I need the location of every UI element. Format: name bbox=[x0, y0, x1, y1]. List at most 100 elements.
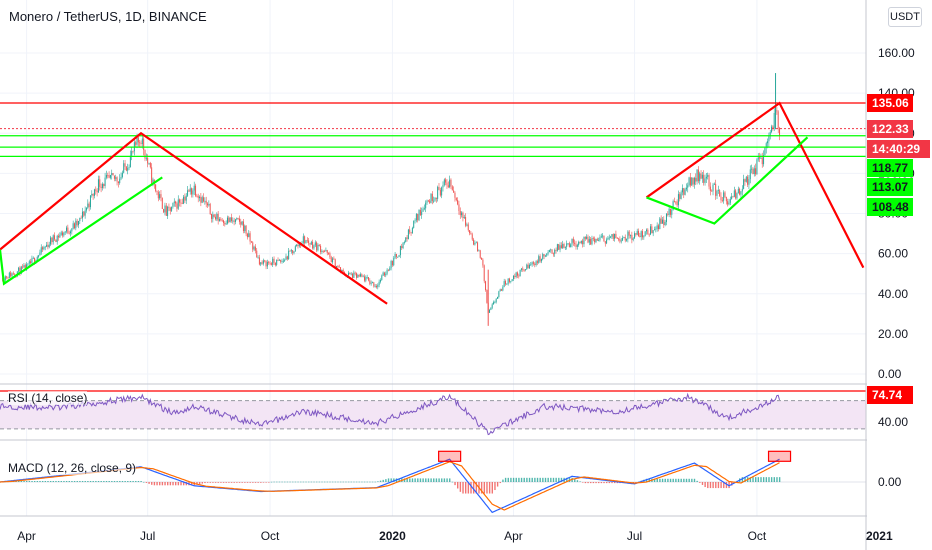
candle[interactable] bbox=[471, 234, 473, 240]
candle[interactable] bbox=[724, 192, 726, 197]
candle[interactable] bbox=[519, 269, 521, 277]
candle[interactable] bbox=[367, 277, 369, 281]
candle[interactable] bbox=[77, 220, 79, 226]
candle[interactable] bbox=[249, 233, 251, 242]
candle[interactable] bbox=[350, 273, 352, 275]
candle[interactable] bbox=[656, 225, 658, 229]
candle[interactable] bbox=[172, 202, 174, 207]
candle[interactable] bbox=[91, 193, 93, 196]
candle[interactable] bbox=[479, 250, 481, 258]
candle[interactable] bbox=[757, 157, 759, 160]
candle[interactable] bbox=[652, 230, 654, 234]
candle[interactable] bbox=[628, 231, 630, 236]
candle[interactable] bbox=[391, 261, 393, 266]
candle[interactable] bbox=[490, 307, 492, 310]
candle[interactable] bbox=[192, 190, 194, 195]
candle[interactable] bbox=[494, 302, 496, 303]
price-label-tag[interactable] bbox=[867, 198, 913, 216]
candle[interactable] bbox=[225, 223, 227, 225]
candle[interactable] bbox=[453, 190, 455, 193]
candle[interactable] bbox=[83, 211, 85, 216]
candle[interactable] bbox=[48, 244, 50, 248]
candle[interactable] bbox=[184, 196, 186, 201]
candle[interactable] bbox=[51, 237, 53, 243]
candle[interactable] bbox=[638, 230, 640, 236]
candle[interactable] bbox=[30, 261, 32, 264]
candle[interactable] bbox=[241, 221, 243, 225]
candle[interactable] bbox=[646, 229, 648, 232]
candle[interactable] bbox=[411, 227, 413, 234]
rsi-value-tag[interactable] bbox=[867, 386, 913, 404]
candle[interactable] bbox=[293, 251, 295, 254]
candle[interactable] bbox=[290, 250, 292, 252]
candle[interactable] bbox=[675, 201, 677, 203]
candle[interactable] bbox=[564, 246, 566, 248]
candle[interactable] bbox=[84, 210, 86, 216]
candle[interactable] bbox=[590, 239, 592, 245]
candle[interactable] bbox=[474, 242, 476, 245]
candle[interactable] bbox=[465, 217, 467, 226]
candle[interactable] bbox=[68, 232, 70, 234]
candle[interactable] bbox=[196, 195, 198, 197]
candle[interactable] bbox=[576, 245, 578, 247]
candle[interactable] bbox=[203, 197, 205, 202]
candle[interactable] bbox=[526, 264, 528, 270]
candle[interactable] bbox=[684, 189, 686, 195]
candle[interactable] bbox=[97, 179, 99, 193]
candle[interactable] bbox=[333, 258, 335, 260]
candle[interactable] bbox=[44, 246, 46, 248]
candle[interactable] bbox=[224, 222, 226, 225]
candle[interactable] bbox=[463, 217, 465, 219]
candle[interactable] bbox=[22, 266, 24, 268]
candle[interactable] bbox=[19, 267, 21, 274]
candle[interactable] bbox=[285, 256, 287, 261]
candle[interactable] bbox=[665, 213, 667, 223]
candle[interactable] bbox=[586, 236, 588, 239]
candle[interactable] bbox=[145, 157, 147, 159]
price-label-tag[interactable] bbox=[867, 178, 913, 196]
candle[interactable] bbox=[508, 278, 510, 282]
candle[interactable] bbox=[454, 192, 456, 198]
candle[interactable] bbox=[232, 220, 234, 222]
candle[interactable] bbox=[470, 233, 472, 235]
candle[interactable] bbox=[246, 233, 248, 238]
candle[interactable] bbox=[603, 235, 605, 242]
candle[interactable] bbox=[567, 243, 569, 245]
candle[interactable] bbox=[720, 196, 722, 201]
candle[interactable] bbox=[413, 220, 415, 228]
candle[interactable] bbox=[87, 203, 89, 208]
candle[interactable] bbox=[531, 262, 533, 265]
candle[interactable] bbox=[289, 250, 291, 252]
candle[interactable] bbox=[741, 188, 743, 192]
candle[interactable] bbox=[135, 142, 137, 145]
candle[interactable] bbox=[67, 227, 69, 233]
candle[interactable] bbox=[24, 265, 26, 271]
candle[interactable] bbox=[39, 252, 41, 256]
candle[interactable] bbox=[139, 142, 141, 144]
candle[interactable] bbox=[132, 151, 134, 153]
candle[interactable] bbox=[226, 217, 228, 224]
candle[interactable] bbox=[572, 238, 574, 243]
candle[interactable] bbox=[512, 275, 514, 280]
candle[interactable] bbox=[175, 201, 177, 204]
candle[interactable] bbox=[193, 185, 195, 191]
candle[interactable] bbox=[242, 221, 244, 232]
candle[interactable] bbox=[520, 268, 522, 270]
candle[interactable] bbox=[632, 238, 634, 240]
candle[interactable] bbox=[328, 253, 330, 254]
candle[interactable] bbox=[497, 296, 499, 299]
candle[interactable] bbox=[548, 250, 550, 253]
candle[interactable] bbox=[99, 179, 101, 187]
candle[interactable] bbox=[708, 175, 710, 187]
candle[interactable] bbox=[405, 237, 407, 243]
candle[interactable] bbox=[522, 268, 524, 271]
candle[interactable] bbox=[34, 257, 36, 263]
trend-line[interactable] bbox=[645, 101, 865, 269]
candle[interactable] bbox=[228, 217, 230, 223]
candle[interactable] bbox=[358, 274, 360, 277]
candle[interactable] bbox=[40, 247, 42, 253]
candle[interactable] bbox=[441, 187, 443, 196]
candle[interactable] bbox=[423, 208, 425, 210]
candle[interactable] bbox=[683, 188, 685, 195]
candle[interactable] bbox=[619, 239, 621, 242]
